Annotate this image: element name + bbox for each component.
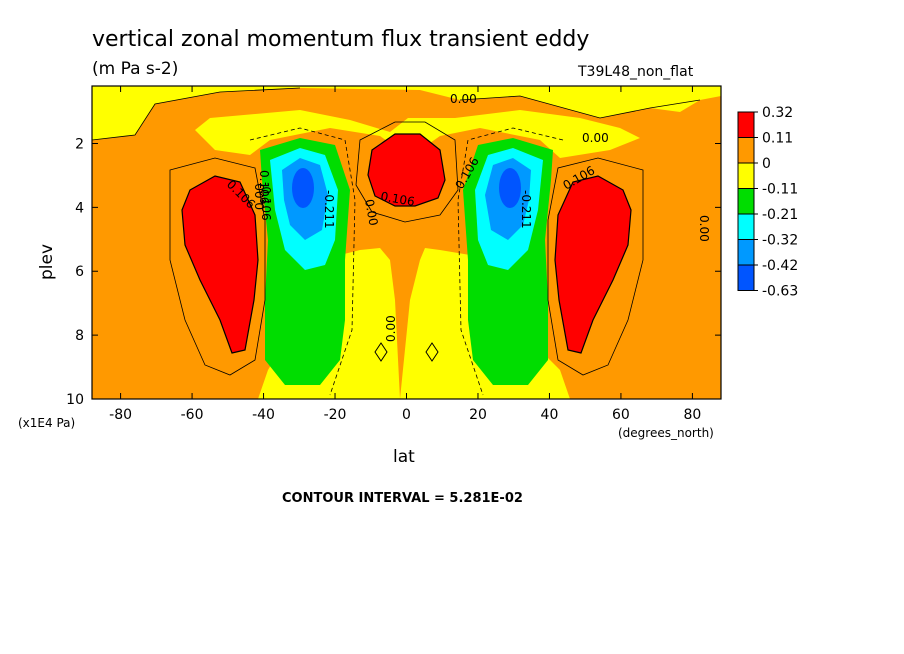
x-tick-label: 20 bbox=[469, 407, 487, 423]
colorbar-swatch bbox=[737, 213, 755, 240]
y-tick-label: 4 bbox=[75, 200, 84, 216]
chart-title: vertical zonal momentum flux transient e… bbox=[92, 27, 589, 52]
chart-units: (m Pa s-2) bbox=[92, 59, 178, 79]
field-red-north bbox=[554, 175, 632, 354]
colorbar-label: 0 bbox=[762, 156, 771, 172]
contour-label: -0.211 bbox=[519, 190, 533, 229]
x-axis: -80 -60 -40 -20 0 20 40 60 80 bbox=[109, 86, 701, 423]
colorbar-label: -0.11 bbox=[762, 182, 798, 198]
field-red-south bbox=[181, 175, 259, 354]
contour-label: 0.00 bbox=[362, 198, 380, 227]
colorbar-swatch bbox=[737, 111, 755, 138]
contour-label: 0.106 bbox=[257, 170, 271, 204]
y-tick-label: 10 bbox=[66, 392, 84, 408]
run-label: T39L48_non_flat bbox=[577, 64, 694, 80]
colorbar-swatch bbox=[737, 239, 755, 266]
contour-interval-text: CONTOUR INTERVAL = 5.281E-02 bbox=[282, 491, 523, 506]
x-tick-label: 40 bbox=[541, 407, 559, 423]
field-deepblue-south bbox=[292, 168, 314, 208]
x-tick-label: -40 bbox=[252, 407, 275, 423]
colorbar-label: -0.42 bbox=[762, 258, 798, 274]
colorbar-swatch bbox=[737, 264, 755, 291]
field-red-equator bbox=[367, 133, 446, 207]
x-tick-label: -20 bbox=[324, 407, 347, 423]
colorbar-swatch bbox=[737, 188, 755, 215]
contour-label: 0.00 bbox=[384, 315, 398, 342]
x-tick-label: -60 bbox=[181, 407, 204, 423]
y-tick-label: 8 bbox=[75, 328, 84, 344]
contour-label: -0.106 bbox=[259, 182, 273, 221]
contour-diamond-right bbox=[425, 342, 439, 362]
contour-label: 0.00 bbox=[253, 183, 267, 210]
field-deepblue-north bbox=[499, 168, 521, 208]
contour-label: 0.106 bbox=[379, 189, 415, 209]
y-tick-label: 2 bbox=[75, 136, 84, 152]
x-tick-label: -80 bbox=[109, 407, 132, 423]
contour-lines bbox=[92, 87, 701, 396]
contour-label: 0.00 bbox=[450, 92, 477, 106]
colorbar-swatch bbox=[737, 162, 755, 189]
contour-label: -0.211 bbox=[322, 190, 336, 229]
colorbar-label: 0.11 bbox=[762, 131, 793, 147]
colorbar-label: -0.63 bbox=[762, 284, 798, 300]
y-tick-label: 6 bbox=[75, 264, 84, 280]
colorbar-swatch bbox=[737, 137, 755, 164]
x-units-label: (degrees_north) bbox=[618, 426, 714, 440]
y-units-label: (x1E4 Pa) bbox=[18, 416, 75, 430]
y-axis: 2 4 6 8 10 bbox=[66, 136, 721, 408]
y-axis-title: plev bbox=[37, 244, 57, 280]
colorbar-label: -0.32 bbox=[762, 233, 798, 249]
x-tick-label: 80 bbox=[683, 407, 701, 423]
x-axis-title: lat bbox=[393, 447, 415, 467]
contour-label: 0.00 bbox=[697, 215, 711, 242]
x-tick-label: 60 bbox=[612, 407, 630, 423]
colorbar-label: 0.32 bbox=[762, 105, 793, 121]
contour-diamond-left bbox=[374, 342, 388, 362]
plot-area: 0.00 0.00 0.00 0.106 0.106 0.106 0.106 0… bbox=[66, 85, 722, 423]
x-tick-label: 0 bbox=[402, 407, 411, 423]
contour-label: 0.00 bbox=[582, 131, 609, 145]
colorbar: 0.32 0.11 0 -0.11 -0.21 -0.32 -0.42 -0.63 bbox=[737, 105, 798, 300]
colorbar-label: -0.21 bbox=[762, 207, 798, 223]
